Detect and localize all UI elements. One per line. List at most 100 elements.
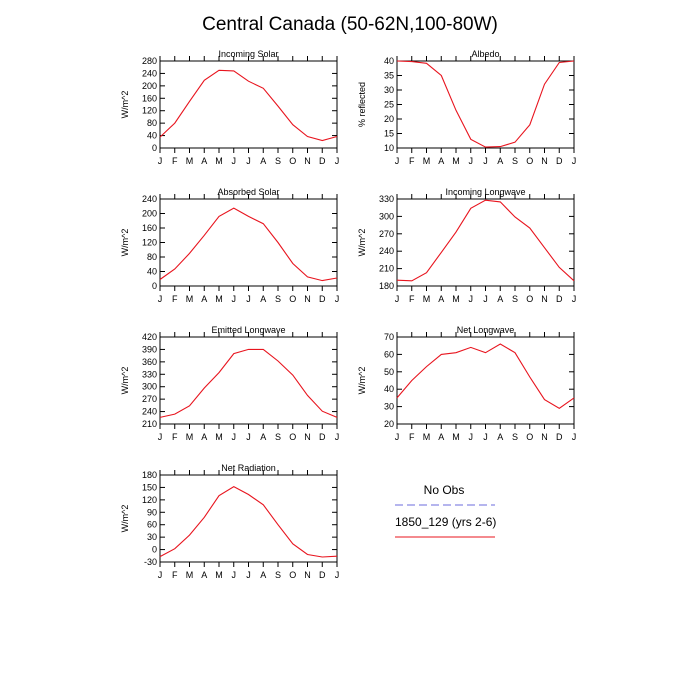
x-tick-label: A <box>260 156 266 166</box>
x-tick-label: A <box>438 432 444 442</box>
x-tick-label: F <box>172 156 178 166</box>
x-tick-label: M <box>452 432 460 442</box>
x-tick-label: F <box>172 570 178 580</box>
x-tick-label: A <box>260 294 266 304</box>
x-tick-label: D <box>319 432 326 442</box>
panel-title: Albedo <box>471 49 499 59</box>
x-tick-label: N <box>304 156 311 166</box>
x-tick-label: S <box>275 294 281 304</box>
x-tick-label: F <box>409 432 415 442</box>
x-tick-label: A <box>497 156 503 166</box>
x-tick-label: M <box>423 294 431 304</box>
y-tick-label: 300 <box>379 211 394 221</box>
y-tick-label: 160 <box>142 93 157 103</box>
x-tick-label: J <box>335 432 340 442</box>
x-tick-label: A <box>201 294 207 304</box>
y-tick-label: 180 <box>142 470 157 480</box>
panel-title: Net Longwave <box>457 325 515 335</box>
x-tick-label: N <box>304 432 311 442</box>
x-tick-label: J <box>246 294 251 304</box>
y-tick-label: 35 <box>384 71 394 81</box>
chart-panels: Incoming SolarW/m^204080120160200240280J… <box>120 49 576 580</box>
x-tick-label: M <box>452 156 460 166</box>
x-tick-label: O <box>289 294 296 304</box>
y-tick-label: 30 <box>384 85 394 95</box>
x-tick-label: A <box>438 156 444 166</box>
chart-panel: Emitted Longwave W/m^2 210 240 270 300 330 360 3… <box>120 325 339 442</box>
y-tick-label: 60 <box>147 520 157 530</box>
chart-panel: Incoming Solar W/m^2 0 40 80 120 160 200 240 280 J… <box>120 49 339 166</box>
y-tick-label: 120 <box>142 106 157 116</box>
x-tick-label: N <box>541 432 548 442</box>
y-tick-label: 270 <box>379 229 394 239</box>
x-tick-label: J <box>232 156 237 166</box>
y-tick-label: 420 <box>142 332 157 342</box>
x-tick-label: A <box>260 570 266 580</box>
x-tick-label: J <box>483 432 488 442</box>
y-tick-label: 60 <box>384 349 394 359</box>
series-line <box>396 60 575 148</box>
y-tick-label: 240 <box>379 246 394 256</box>
x-tick-label: M <box>215 156 223 166</box>
x-tick-label: F <box>172 432 178 442</box>
x-tick-label: J <box>395 294 400 304</box>
panel-title: Incoming Longwave <box>445 187 525 197</box>
series-line <box>159 348 338 418</box>
x-tick-label: O <box>526 156 533 166</box>
y-tick-label: 10 <box>384 143 394 153</box>
x-tick-label: J <box>232 432 237 442</box>
chart-panel: Incoming Longwave W/m^2 180 210 240 270 300 330… <box>357 187 576 304</box>
y-tick-label: 50 <box>384 367 394 377</box>
x-tick-label: A <box>201 432 207 442</box>
x-tick-label: O <box>289 570 296 580</box>
x-tick-label: J <box>572 156 577 166</box>
x-tick-label: J <box>335 294 340 304</box>
y-tick-label: 200 <box>142 209 157 219</box>
x-tick-label: M <box>186 156 194 166</box>
x-tick-label: J <box>335 156 340 166</box>
x-tick-label: N <box>304 570 311 580</box>
x-tick-label: A <box>438 294 444 304</box>
y-tick-label: -30 <box>144 557 157 567</box>
x-tick-label: S <box>275 156 281 166</box>
y-tick-label: 120 <box>142 238 157 248</box>
x-tick-label: F <box>409 294 415 304</box>
series-line <box>159 69 338 142</box>
x-tick-label: J <box>158 432 163 442</box>
y-tick-label: 0 <box>152 143 157 153</box>
y-tick-label: 30 <box>384 402 394 412</box>
y-tick-label: 40 <box>147 267 157 277</box>
x-tick-label: F <box>409 156 415 166</box>
x-tick-label: O <box>289 432 296 442</box>
x-tick-label: A <box>201 570 207 580</box>
x-tick-label: O <box>526 432 533 442</box>
y-axis-label: W/m^2 <box>120 229 130 257</box>
y-tick-label: 40 <box>147 131 157 141</box>
x-tick-label: A <box>201 156 207 166</box>
series-line <box>396 343 575 409</box>
y-axis-label: % reflected <box>357 82 367 127</box>
x-tick-label: J <box>572 432 577 442</box>
y-tick-label: 240 <box>142 407 157 417</box>
panel-title: Absorbed Solar <box>217 187 279 197</box>
y-axis-label: W/m^2 <box>120 91 130 119</box>
y-tick-label: 330 <box>379 194 394 204</box>
y-tick-label: 360 <box>142 357 157 367</box>
y-tick-label: 210 <box>379 264 394 274</box>
x-tick-label: D <box>319 156 326 166</box>
x-tick-label: M <box>186 432 194 442</box>
y-tick-label: 40 <box>384 56 394 66</box>
x-tick-label: J <box>483 156 488 166</box>
x-tick-label: J <box>158 156 163 166</box>
x-tick-label: N <box>541 156 548 166</box>
y-tick-label: 80 <box>147 118 157 128</box>
y-axis-label: W/m^2 <box>120 367 130 395</box>
y-axis-label: W/m^2 <box>120 505 130 533</box>
x-tick-label: M <box>186 294 194 304</box>
x-tick-label: N <box>304 294 311 304</box>
x-tick-label: O <box>526 294 533 304</box>
x-tick-label: A <box>497 294 503 304</box>
x-tick-label: S <box>512 294 518 304</box>
y-tick-label: 25 <box>384 100 394 110</box>
